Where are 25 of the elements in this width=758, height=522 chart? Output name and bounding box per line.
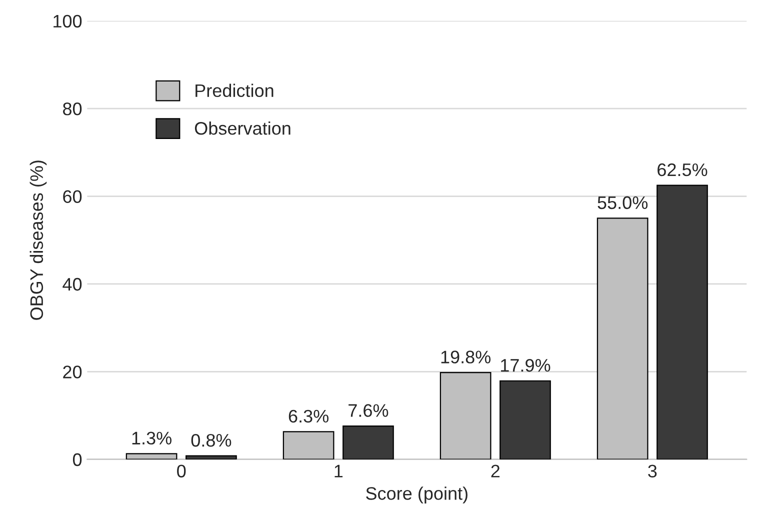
legend-label: Prediction: [196, 84, 274, 98]
bar: [656, 184, 708, 460]
data-label: 7.6%: [348, 404, 388, 417]
y-tick-label: 0: [72, 453, 82, 466]
data-label: 17.9%: [501, 358, 550, 372]
y-tick-label: 60: [63, 190, 82, 203]
y-tick-label: 100: [54, 14, 82, 28]
data-label: 6.3%: [288, 410, 328, 423]
data-label: 62.5%: [658, 163, 708, 176]
data-label: 1.3%: [132, 432, 172, 445]
y-tick-label: 40: [62, 278, 82, 291]
y-axis-title: OBGY diseases (%): [30, 160, 47, 320]
x-tick-label: 3: [648, 464, 657, 478]
data-label: 19.8%: [441, 350, 491, 364]
x-tick-label: 0: [177, 464, 186, 478]
x-axis-title: Score (point): [366, 486, 468, 504]
bar: [342, 425, 394, 460]
bar: [500, 380, 551, 460]
legend-label: Observation: [194, 122, 290, 135]
x-tick-label: 2: [491, 464, 500, 478]
y-tick-label: 80: [63, 102, 82, 116]
data-label: 0.8%: [191, 434, 232, 447]
data-label: 55.0%: [598, 196, 648, 210]
x-tick-label: 1: [334, 464, 343, 478]
y-tick-label: 20: [63, 366, 82, 378]
